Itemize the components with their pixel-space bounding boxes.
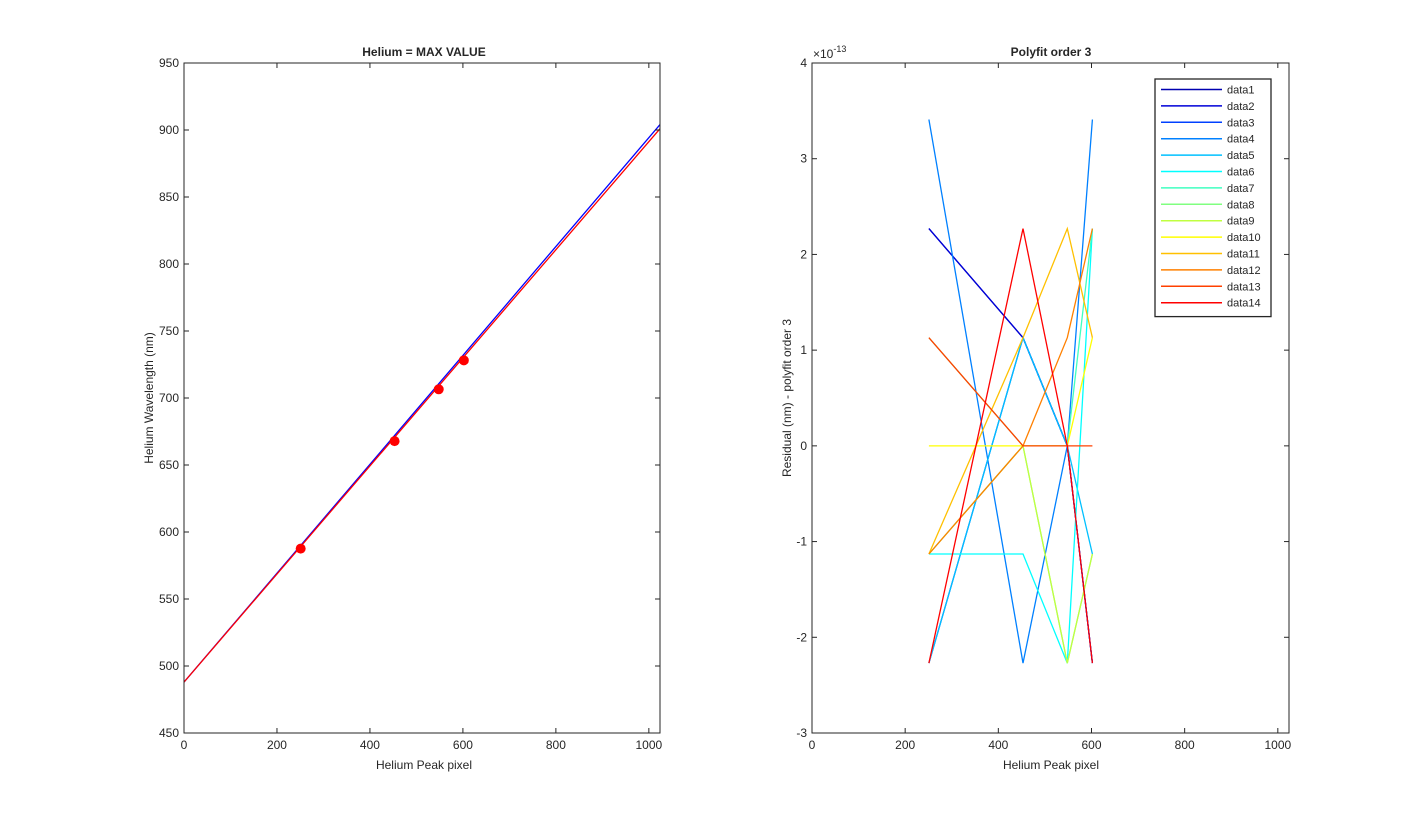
left-y-tick-label: 850 [159,190,179,204]
left-x-tick-label: 400 [360,738,380,752]
right-series-line-data7 [928,228,1094,555]
right-x-tick-label: 200 [895,738,915,752]
legend-label-data12: data12 [1227,265,1261,277]
left-axes-frame [183,62,661,734]
legend-label-data4: data4 [1227,134,1255,146]
left-y-axis-label: Helium Wavelength (nm) [142,332,156,464]
left-x-tick-label: 200 [267,738,287,752]
left-y-tick-label: 550 [159,592,179,606]
right-axes: Polyfit order 3 Helium Peak pixel Residu… [780,44,1291,772]
left-series-line-2 [184,128,660,683]
left-x-axis-label: Helium Peak pixel [376,758,472,772]
legend-label-data7: data7 [1227,183,1255,195]
left-marker-point [295,543,306,554]
right-x-tick-label: 600 [1081,738,1101,752]
right-y-exponent-label: ×10-13 [813,44,846,61]
left-y-tick-label: 750 [159,324,179,338]
left-axes: Helium = MAX VALUE Helium Peak pixel Hel… [142,45,663,772]
left-y-tick-label: 650 [159,458,179,472]
left-y-tick-label: 500 [159,659,179,673]
right-y-tick-label: -3 [796,726,807,740]
right-chart-title: Polyfit order 3 [1011,45,1092,59]
right-series-line-data5 [928,335,1094,664]
left-chart-title: Helium = MAX VALUE [362,45,485,59]
left-marker-point [433,384,444,395]
legend-label-data2: data2 [1227,101,1255,113]
right-y-tick-label: 4 [800,56,807,70]
right-y-tick-label: 3 [800,152,807,166]
left-x-tick-label: 800 [546,738,566,752]
right-x-tick-label: 1000 [1264,738,1291,752]
right-x-axis-label: Helium Peak pixel [1003,758,1099,772]
right-y-axis-label: Residual (nm) - polyfit order 3 [780,319,794,477]
right-legend: data1 data2 data3 data4 data5 data6 data7 data8… [1154,78,1272,318]
left-plot-area [184,124,660,683]
legend-label-data14: data14 [1227,298,1261,310]
left-x-tick-label: 0 [181,738,188,752]
left-x-tick-label: 600 [453,738,473,752]
legend-label-data11: data11 [1227,249,1260,261]
right-y-tick-label: -2 [796,630,807,644]
legend-label-data9: data9 [1227,216,1255,228]
legend-label-data6: data6 [1227,167,1255,179]
right-x-tick-label: 400 [988,738,1008,752]
right-series-line-data8 [928,337,1094,664]
right-y-tick-label: 1 [800,343,807,357]
right-series-line-data3 [928,335,1094,664]
left-y-tick-label: 900 [159,123,179,137]
left-x-tick-label: 1000 [635,738,662,752]
right-series-line-data4 [928,119,1094,664]
left-y-tick-label: 600 [159,525,179,539]
right-x-tick-label: 800 [1175,738,1195,752]
right-y-tick-label: 2 [800,247,807,261]
legend-label-data13: data13 [1227,281,1261,293]
right-y-tick-label: 0 [800,439,807,453]
right-x-tick-label: 0 [809,738,816,752]
legend-label-data8: data8 [1227,199,1255,211]
left-y-tick-label: 450 [159,726,179,740]
right-legend-box [1154,78,1272,318]
left-y-tick-label: 700 [159,391,179,405]
right-series-line-data11 [928,226,1094,555]
legend-label-data5: data5 [1227,150,1255,162]
right-series-line-data12 [928,228,1094,555]
right-y-tick-label: -1 [796,535,807,549]
right-series-line-data13 [928,337,1093,447]
right-series-line-data14 [928,228,1094,664]
legend-label-data10: data10 [1227,232,1261,244]
right-axes-frame [811,62,1290,734]
legend-label-data3: data3 [1227,117,1255,129]
left-y-tick-label: 950 [159,56,179,70]
left-y-tick-label: 800 [159,257,179,271]
legend-label-data1: data1 [1227,85,1255,97]
right-plot-area [928,119,1094,664]
left-marker-point [389,436,400,447]
right-series-line-data10 [928,337,1094,447]
left-marker-point [458,355,469,366]
